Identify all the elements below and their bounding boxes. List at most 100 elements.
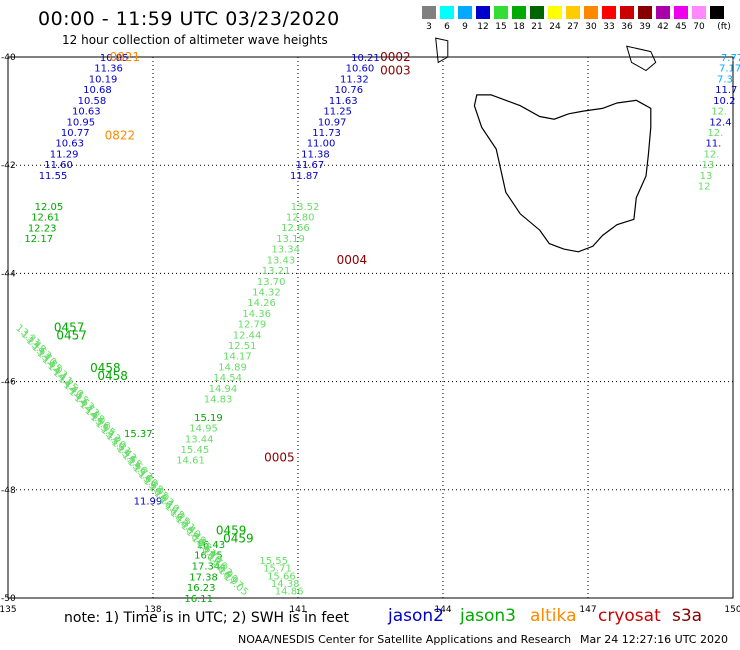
swh-value: 11.73 [312, 128, 341, 139]
pass-number-label: 0822 [105, 128, 136, 142]
swh-value: 11.60 [44, 160, 73, 171]
swh-value: 10.63 [72, 107, 101, 118]
swh-value: 16.75 [194, 551, 223, 562]
lon-tick-label: 135 [0, 605, 17, 615]
timestamp-text: Mar 24 12:27:16 UTC 2020 [580, 633, 728, 646]
legend-altika: altika [530, 606, 577, 626]
swh-value: 12.44 [233, 330, 262, 341]
legend-label: 12 [477, 22, 489, 32]
swh-value: 16.43 [197, 540, 226, 551]
legend-label: 27 [567, 22, 579, 32]
swh-value: 11.87 [290, 171, 319, 182]
swh-value: 11. [705, 139, 721, 150]
legend-swatch [566, 6, 580, 19]
credit-text: NOAA/NESDIS Center for Satellite Applica… [238, 633, 572, 646]
legend-swatch [602, 6, 616, 19]
pass-number-label: 0005 [264, 450, 295, 464]
swh-value: 10.77 [61, 128, 90, 139]
swh-value: 12.23 [28, 223, 57, 234]
legend-label: 21 [531, 22, 543, 32]
legend-label: 30 [585, 22, 597, 32]
swh-value: 14.83 [204, 395, 233, 406]
swh-value: 7.77 [721, 53, 740, 64]
swh-value: 14.17 [223, 352, 252, 363]
swh-value: 15.66 [267, 571, 296, 582]
legend-label: 45 [675, 22, 687, 32]
swh-value: 13.19 [276, 234, 305, 245]
legend-swatch [512, 6, 526, 19]
lat-tick-label: -44 [1, 269, 16, 279]
legend-unit: (ft) [717, 22, 731, 32]
swh-value: 15.45 [181, 445, 210, 456]
swh-value: 10.60 [346, 64, 375, 75]
swh-value: 14.38 [271, 579, 300, 590]
lat-tick-label: -50 [1, 594, 16, 604]
legend-swatch [584, 6, 598, 19]
swh-value: 15.19 [194, 413, 223, 424]
legend-swatch [422, 6, 436, 19]
pass-number-label: 0003 [380, 64, 411, 78]
swh-value: 13.44 [185, 434, 214, 445]
lon-tick-label: 150 [724, 605, 740, 615]
swh-value: 14.89 [218, 362, 247, 373]
pass-number-label: 0004 [337, 253, 368, 267]
lon-tick-label: 138 [144, 605, 161, 615]
swh-value: 16.23 [187, 583, 216, 594]
legend-label: 6 [444, 22, 450, 32]
legend-cryosat: cryosat [598, 606, 661, 626]
swh-value: 11.38 [301, 149, 330, 160]
legend-swatch [638, 6, 652, 19]
lat-tick-label: -40 [1, 53, 16, 63]
pass-number-label: 0459 [216, 523, 247, 537]
legend-swatch [440, 6, 454, 19]
page-subtitle: 12 hour collection of altimeter wave hei… [62, 33, 328, 47]
swh-value: 14.95 [189, 424, 218, 435]
swh-value: 12.80 [286, 212, 315, 223]
swh-value: 13.21 [262, 266, 291, 277]
swh-value: 12.4 [709, 117, 731, 128]
swh-value: 14.32 [252, 287, 281, 298]
swh-value: 12.61 [31, 213, 60, 224]
swh-value: 12. [711, 107, 727, 118]
legend-s3a: s3a [672, 606, 703, 626]
legend-label: 18 [513, 22, 525, 32]
swh-value: 15.71 [263, 564, 292, 575]
pass-number-label: 0821 [110, 50, 141, 64]
footer-note: note: 1) Time is in UTC; 2) SWH is in fe… [64, 610, 350, 626]
swh-value: 12.51 [228, 341, 257, 352]
swh-value: 13 [702, 160, 715, 171]
legend-swatch [530, 6, 544, 19]
swh-value: 11.32 [340, 74, 369, 85]
swh-value: 11.63 [329, 96, 358, 107]
swh-value: 12. [704, 149, 720, 160]
legend-swatch [656, 6, 670, 19]
pass-number-label: 0457 [56, 329, 87, 343]
legend-label: 15 [495, 22, 507, 32]
swh-value: 11.00 [307, 139, 336, 150]
swh-value: 10.58 [78, 96, 107, 107]
swh-value: 10.95 [66, 117, 95, 128]
swh-value: 13 [700, 171, 713, 182]
swh-value: 13.70 [257, 277, 286, 288]
swh-value: 11.67 [296, 160, 325, 171]
swh-value: 13.52 [291, 202, 320, 213]
swh-value: 13.34 [271, 245, 300, 256]
swh-value: 12.66 [281, 223, 310, 234]
swh-value: 14.26 [247, 298, 276, 309]
swh-value: 14.61 [176, 456, 205, 467]
legend-label: 9 [462, 22, 468, 32]
pass-number-label: 0458 [90, 361, 121, 375]
legend-swatch [494, 6, 508, 19]
legend-label: 24 [549, 22, 561, 32]
legend-swatch [710, 6, 724, 19]
legend-label: 36 [621, 22, 633, 32]
lon-tick-label: 141 [289, 605, 306, 615]
swh-value: 14.86 [275, 586, 304, 597]
legend-swatch [476, 6, 490, 19]
king-island-coastline [435, 37, 449, 64]
swh-value: 10.2 [713, 96, 735, 107]
legend-swatch [458, 6, 472, 19]
legend-label: 33 [603, 22, 615, 32]
lat-tick-label: -42 [1, 161, 16, 171]
